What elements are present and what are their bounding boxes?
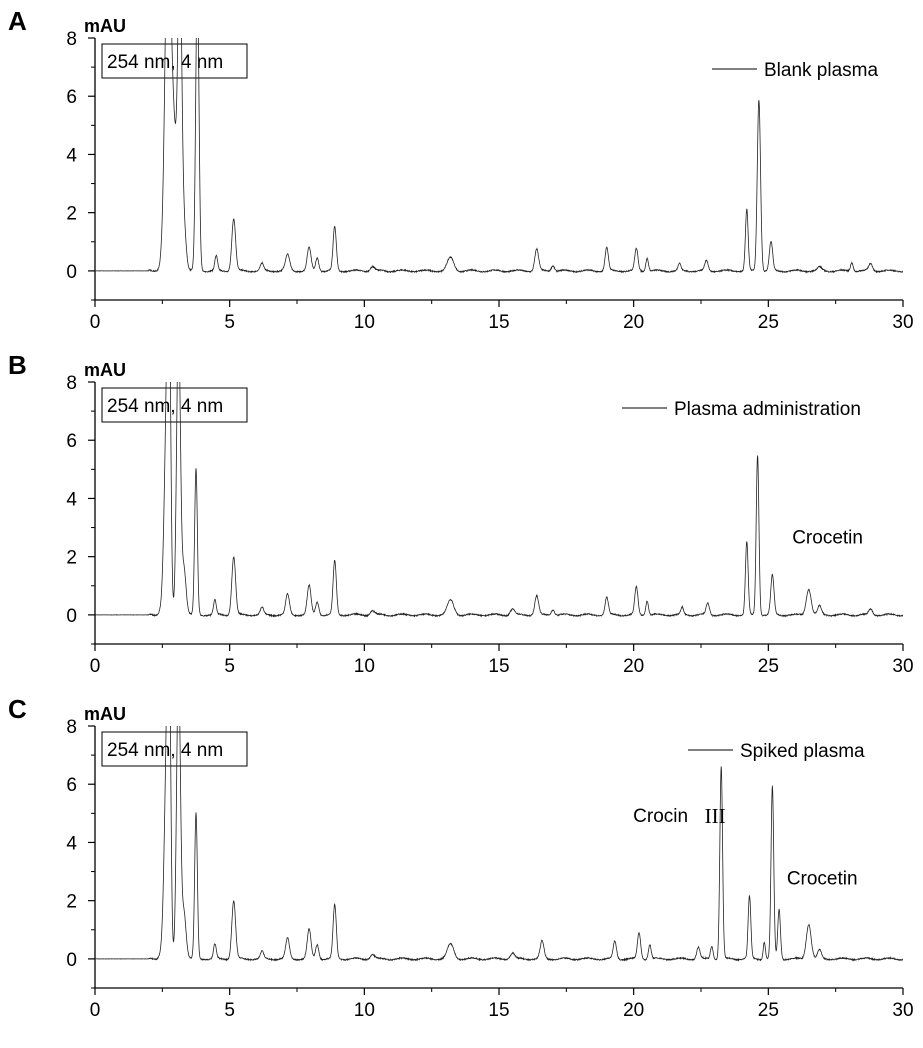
- legend-label: Blank plasma: [764, 60, 878, 81]
- x-tick-label: 10: [354, 1000, 375, 1021]
- wavelength-box: [101, 387, 248, 423]
- x-tick-label: 30: [892, 312, 913, 333]
- x-tick-label: 15: [488, 312, 509, 333]
- wavelength-box: [101, 43, 248, 79]
- x-tick-label: 25: [758, 656, 779, 677]
- y-tick-label: 0: [66, 262, 77, 283]
- y-tick-label: 8: [66, 29, 77, 50]
- x-tick-label: 10: [354, 656, 375, 677]
- wavelength-label: 254 nm, 4 nm: [107, 740, 223, 761]
- x-tick-label: 20: [623, 1000, 644, 1021]
- x-tick-label: 25: [758, 1000, 779, 1021]
- y-tick-label: 6: [66, 87, 77, 108]
- y-tick-label: 8: [66, 717, 77, 738]
- x-tick-label: 0: [90, 656, 101, 677]
- annotation-label: Crocetin: [792, 528, 863, 549]
- y-axis-unit-label: mAU: [84, 704, 126, 724]
- y-tick-label: 8: [66, 373, 77, 394]
- chromatogram-trace: [95, 382, 903, 618]
- x-tick-label: 20: [623, 312, 644, 333]
- x-tick-label: 30: [892, 656, 913, 677]
- annotation-label: Crocetin: [787, 869, 858, 890]
- wavelength-box: [101, 731, 248, 767]
- y-tick-label: 4: [66, 489, 77, 510]
- legend-label: Spiked plasma: [740, 741, 865, 762]
- x-tick-label: 5: [224, 656, 235, 677]
- y-tick-label: 0: [66, 606, 77, 627]
- chromatogram-trace: [95, 726, 903, 962]
- legend-label: Plasma administration: [674, 399, 861, 420]
- annotation-roman-numeral: III: [705, 804, 726, 828]
- y-tick-label: 6: [66, 775, 77, 796]
- x-tick-label: 30: [892, 1000, 913, 1021]
- y-tick-label: 6: [66, 431, 77, 452]
- y-axis-unit-label: mAU: [84, 360, 126, 380]
- panel-letter: A: [8, 6, 27, 36]
- x-tick-label: 10: [354, 312, 375, 333]
- x-tick-label: 15: [488, 1000, 509, 1021]
- y-tick-label: 2: [66, 548, 77, 569]
- panel-letter: C: [8, 694, 27, 724]
- x-tick-label: 25: [758, 312, 779, 333]
- x-tick-label: 15: [488, 656, 509, 677]
- y-tick-label: 2: [66, 892, 77, 913]
- x-tick-label: 5: [224, 312, 235, 333]
- y-tick-label: 4: [66, 833, 77, 854]
- chromatogram-trace: [95, 38, 903, 274]
- x-tick-label: 0: [90, 1000, 101, 1021]
- panel-letter: B: [8, 350, 27, 380]
- x-tick-label: 0: [90, 312, 101, 333]
- annotation-label: Crocin: [633, 806, 688, 827]
- y-tick-label: 0: [66, 950, 77, 971]
- y-tick-label: 2: [66, 204, 77, 225]
- wavelength-label: 254 nm, 4 nm: [107, 396, 223, 417]
- x-tick-label: 5: [224, 1000, 235, 1021]
- y-axis-unit-label: mAU: [84, 16, 126, 36]
- y-tick-label: 4: [66, 145, 77, 166]
- x-tick-label: 20: [623, 656, 644, 677]
